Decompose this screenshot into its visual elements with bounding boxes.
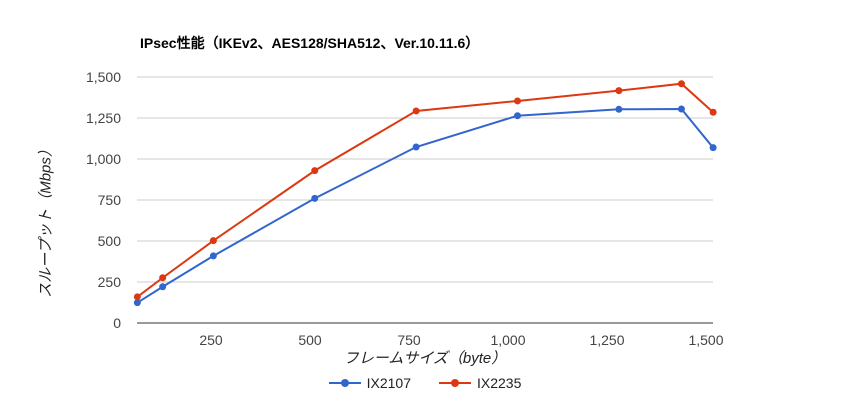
data-point[interactable] <box>209 252 217 260</box>
x-tick-label: 1,000 <box>490 332 525 348</box>
x-tick-label: 1,250 <box>589 332 624 348</box>
y-tick-label: 1,250 <box>86 110 121 126</box>
x-tick-label: 1,500 <box>688 332 723 348</box>
data-point[interactable] <box>709 108 717 116</box>
x-axis-title: フレームサイズ（byte） <box>343 350 507 367</box>
data-point[interactable] <box>311 167 319 175</box>
legend-item-ix2235[interactable]: IX2235 <box>439 375 521 391</box>
data-point[interactable] <box>311 194 319 202</box>
series-ix2107 <box>133 105 717 307</box>
chart-title: IPsec性能（IKEv2、AES128/SHA512、Ver.10.11.6） <box>140 35 480 51</box>
data-point[interactable] <box>615 87 623 95</box>
legend-item-ix2107[interactable]: IX2107 <box>328 375 411 391</box>
legend-label: IX2235 <box>477 375 522 391</box>
y-tick-label: 0 <box>113 315 121 331</box>
x-axis-ticks: 250 500 750 1,000 1,250 1,500 <box>199 332 723 348</box>
y-axis-ticks: 0 250 500 750 1,000 1,250 1,500 <box>86 69 121 331</box>
data-point[interactable] <box>677 105 685 113</box>
data-point[interactable] <box>677 80 685 88</box>
data-point[interactable] <box>615 105 623 113</box>
data-series <box>133 80 717 307</box>
data-point[interactable] <box>209 237 217 245</box>
data-point[interactable] <box>412 107 420 115</box>
data-point[interactable] <box>159 274 167 282</box>
series-ix2235 <box>133 80 717 301</box>
data-point[interactable] <box>709 144 717 152</box>
data-point[interactable] <box>514 97 522 105</box>
data-point[interactable] <box>133 299 141 307</box>
y-tick-label: 500 <box>98 233 122 249</box>
y-tick-label: 750 <box>98 192 122 208</box>
legend-line-marker-icon <box>439 379 471 387</box>
gridlines <box>137 76 713 283</box>
legend-line-marker-icon <box>328 379 361 387</box>
legend: IX2107 IX2235 <box>0 375 850 391</box>
x-tick-label: 750 <box>397 332 421 348</box>
y-tick-label: 1,000 <box>86 151 121 167</box>
data-point[interactable] <box>514 112 522 120</box>
data-point[interactable] <box>412 143 420 151</box>
x-tick-label: 500 <box>298 332 322 348</box>
legend-label: IX2107 <box>366 375 411 391</box>
y-tick-label: 1,500 <box>86 69 121 85</box>
data-point[interactable] <box>133 293 141 301</box>
y-tick-label: 250 <box>98 274 122 290</box>
x-tick-label: 250 <box>199 332 223 348</box>
data-point[interactable] <box>159 283 167 291</box>
